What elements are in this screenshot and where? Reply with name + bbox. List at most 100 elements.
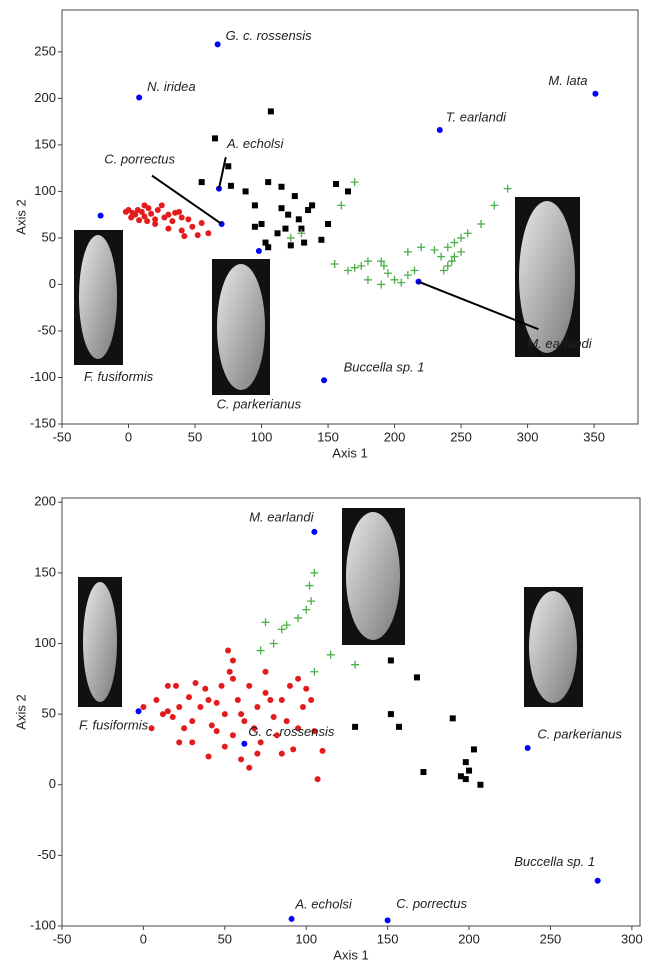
point bbox=[462, 776, 469, 783]
point bbox=[278, 750, 285, 757]
x-tick-label: 50 bbox=[188, 429, 202, 444]
point bbox=[490, 201, 499, 210]
point bbox=[274, 230, 281, 237]
point bbox=[198, 179, 205, 186]
point bbox=[265, 244, 272, 251]
point bbox=[350, 178, 359, 187]
point bbox=[345, 188, 352, 195]
x-tick-label: 150 bbox=[377, 931, 399, 946]
specimen-images bbox=[74, 197, 583, 707]
point bbox=[225, 647, 232, 654]
point bbox=[262, 239, 269, 246]
point bbox=[159, 711, 166, 718]
point bbox=[350, 263, 359, 272]
x-tick-label: -50 bbox=[53, 429, 72, 444]
point bbox=[524, 745, 531, 752]
point-label: C. porrectus bbox=[396, 896, 467, 911]
point bbox=[477, 219, 486, 228]
point bbox=[265, 179, 272, 186]
sem-image bbox=[212, 259, 270, 395]
point bbox=[283, 718, 290, 725]
y-tick-label: 100 bbox=[34, 183, 56, 198]
y-axis-label: Axis 2 bbox=[13, 199, 28, 234]
x-tick-label: 200 bbox=[458, 931, 480, 946]
point bbox=[301, 239, 308, 246]
point bbox=[310, 667, 319, 676]
point bbox=[470, 746, 477, 753]
point bbox=[251, 223, 258, 230]
point-label: C. parkerianus bbox=[537, 726, 622, 741]
point-label: T. earlandi bbox=[446, 109, 507, 124]
point bbox=[326, 650, 335, 659]
point bbox=[122, 208, 129, 215]
point bbox=[189, 223, 196, 230]
point bbox=[185, 694, 192, 701]
point-label: Buccella sp. 1 bbox=[344, 360, 425, 375]
point bbox=[278, 696, 285, 703]
point bbox=[208, 722, 215, 729]
point bbox=[136, 94, 143, 101]
point bbox=[267, 108, 274, 115]
point bbox=[218, 682, 225, 689]
point bbox=[397, 278, 406, 287]
point bbox=[176, 704, 183, 711]
x-axis-label: Axis 1 bbox=[333, 947, 368, 962]
point bbox=[226, 668, 233, 675]
point bbox=[169, 713, 176, 720]
x-tick-label: 200 bbox=[384, 429, 406, 444]
point bbox=[295, 725, 302, 732]
point bbox=[325, 220, 332, 227]
y-tick-label: -150 bbox=[30, 415, 56, 430]
point bbox=[303, 685, 310, 692]
point bbox=[417, 243, 426, 252]
point bbox=[197, 704, 204, 711]
point bbox=[238, 711, 245, 718]
point bbox=[241, 718, 248, 725]
point bbox=[466, 767, 473, 774]
y-tick-label: 0 bbox=[49, 276, 56, 291]
leader-line bbox=[418, 280, 539, 331]
point bbox=[246, 682, 253, 689]
point bbox=[302, 605, 311, 614]
x-tick-label: 100 bbox=[295, 931, 317, 946]
point bbox=[307, 597, 316, 606]
point bbox=[352, 723, 359, 730]
point-label: A. echolsi bbox=[294, 896, 352, 911]
point bbox=[251, 202, 258, 209]
point bbox=[457, 773, 464, 780]
x-tick-label: -50 bbox=[53, 931, 72, 946]
point bbox=[181, 725, 188, 732]
point bbox=[297, 229, 306, 238]
point-label: C. parkerianus bbox=[217, 396, 302, 411]
point-label: N. iridea bbox=[147, 79, 195, 94]
x-tick-label: 300 bbox=[517, 429, 539, 444]
x-axis-label: Axis 1 bbox=[332, 445, 367, 460]
point bbox=[383, 269, 392, 278]
point bbox=[305, 581, 314, 590]
point bbox=[257, 739, 264, 746]
point bbox=[176, 739, 183, 746]
point bbox=[148, 725, 155, 732]
point bbox=[430, 246, 439, 255]
point bbox=[282, 225, 289, 232]
y-tick-label: 50 bbox=[42, 229, 56, 244]
point bbox=[262, 689, 269, 696]
point bbox=[447, 257, 456, 266]
point bbox=[390, 275, 399, 284]
point bbox=[282, 621, 291, 630]
point bbox=[205, 696, 212, 703]
point bbox=[185, 216, 192, 223]
point bbox=[403, 271, 412, 280]
point bbox=[255, 247, 262, 254]
point bbox=[164, 682, 171, 689]
y-tick-label: -50 bbox=[37, 322, 56, 337]
point bbox=[234, 696, 241, 703]
point bbox=[246, 764, 253, 771]
point bbox=[213, 728, 220, 735]
sem-image bbox=[515, 197, 580, 357]
y-tick-label: 0 bbox=[49, 776, 56, 791]
point bbox=[158, 202, 165, 209]
point bbox=[227, 182, 234, 189]
point-label: C. porrectus bbox=[104, 151, 175, 166]
point bbox=[258, 220, 265, 227]
